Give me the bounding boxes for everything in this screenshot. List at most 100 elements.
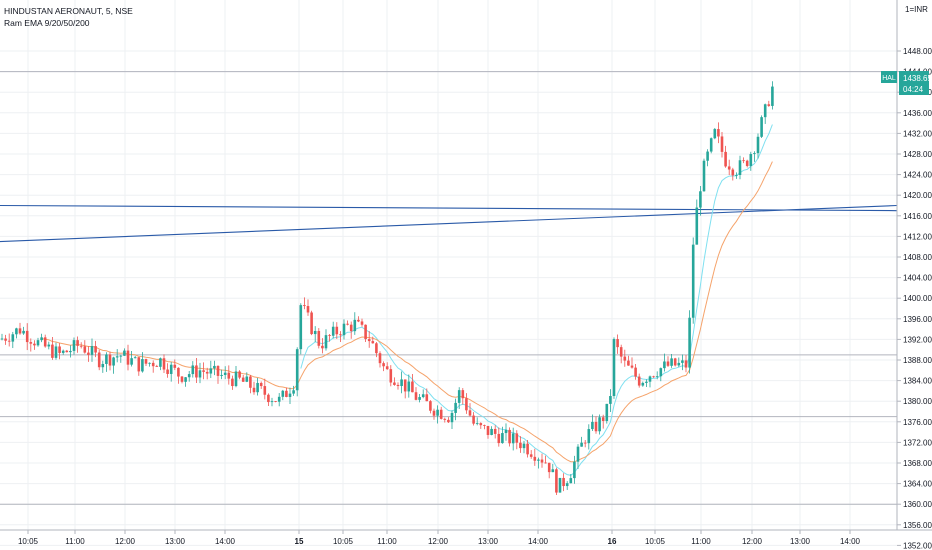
candle-body (292, 390, 295, 394)
candle-body (25, 330, 29, 343)
candle (421, 389, 425, 399)
candle-body (54, 346, 58, 358)
candle-body (216, 365, 220, 376)
ema-lines (41, 124, 773, 476)
candle (447, 417, 450, 424)
candle-body (241, 377, 245, 382)
candle (105, 352, 108, 372)
price-tick-label: 1436.00 (903, 109, 932, 118)
candle (475, 417, 479, 426)
candle (738, 155, 742, 180)
candle-body (227, 372, 231, 379)
candle-body (169, 364, 173, 374)
candle (238, 370, 241, 380)
candle-body (609, 396, 612, 404)
candle (321, 338, 324, 354)
candle (310, 310, 313, 336)
candle (508, 427, 511, 447)
candle (231, 375, 234, 390)
candle-body (713, 129, 717, 139)
candle-body (673, 358, 677, 366)
candle-body (177, 367, 180, 377)
candle (745, 159, 749, 168)
candle (43, 334, 47, 348)
candle-body (195, 365, 198, 378)
candle-body (303, 305, 306, 307)
candle-body (724, 151, 727, 167)
candle-body (558, 477, 562, 493)
candle (331, 321, 335, 339)
candle (144, 358, 148, 367)
candle-body (367, 339, 371, 342)
candle (295, 347, 299, 397)
candle (342, 319, 346, 340)
candle (7, 333, 11, 347)
candle-body (738, 160, 742, 175)
candle (396, 382, 400, 390)
price-axis[interactable]: 1448.001444.001440.001436.001432.001428.… (896, 0, 932, 550)
candle-body (594, 421, 598, 432)
candle-body (562, 477, 565, 487)
candle (699, 186, 702, 216)
candle (501, 426, 504, 444)
candle (15, 327, 18, 339)
candle-body (634, 367, 637, 377)
indicator-title[interactable]: Ram EMA 9/20/50/200 (4, 18, 90, 28)
candle-body (58, 346, 61, 353)
candle (245, 372, 249, 383)
candle (749, 151, 753, 171)
price-tick-label: 1412.00 (903, 232, 932, 241)
candle (195, 358, 198, 383)
candle-body (123, 350, 126, 356)
candle-body (43, 337, 47, 347)
symbol-title[interactable]: HINDUSTAN AERONAUT, 5, NSE (4, 6, 133, 16)
candle-body (90, 346, 94, 355)
candle-body (648, 376, 652, 382)
price-tick-label: 1388.00 (903, 356, 932, 365)
candle-body (659, 368, 663, 377)
candle (324, 329, 328, 351)
candle-body (454, 402, 457, 413)
candle-body (151, 362, 155, 367)
candle (25, 323, 29, 351)
candle (767, 100, 771, 107)
candle-body (205, 371, 209, 374)
candle (735, 172, 738, 179)
candle (490, 426, 493, 436)
candle-body (108, 354, 112, 366)
candle-body (652, 376, 655, 378)
candle (720, 132, 724, 158)
candle (256, 378, 259, 396)
candle-body (439, 409, 443, 419)
candle (515, 430, 519, 450)
candle (684, 354, 688, 373)
candle-body (616, 339, 619, 348)
candle (159, 357, 162, 371)
candle (108, 351, 112, 371)
candle-body (375, 343, 378, 354)
candle (357, 316, 360, 323)
candle-body (148, 362, 151, 364)
candle-body (321, 345, 324, 349)
candle (288, 387, 292, 404)
time-tick-label: 14:00 (528, 537, 549, 546)
time-axis[interactable]: 10:05 11:00 12:00 13:00 14:00 15 10:05 11:00 12:… (0, 529, 932, 546)
candle (187, 370, 191, 382)
candle-body (339, 334, 342, 336)
candle (0, 333, 4, 341)
candle (65, 349, 69, 353)
currency-label: 1=INR (905, 5, 928, 14)
candle (249, 375, 252, 394)
candle-body (353, 319, 357, 332)
candle (133, 355, 137, 359)
candle (162, 354, 166, 373)
candle (443, 417, 447, 423)
candle (270, 397, 274, 407)
candle-body (612, 339, 616, 397)
candle-body (429, 401, 432, 411)
candle (173, 359, 177, 371)
candle-body (119, 355, 123, 357)
price-tick-label: 1432.00 (903, 129, 932, 138)
candle (454, 398, 457, 421)
